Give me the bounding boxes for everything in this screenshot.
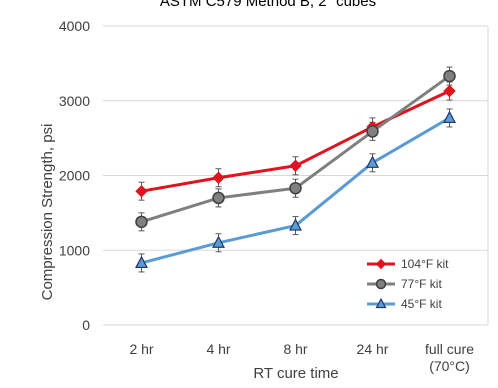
y-axis-title: Compression Strength, psi — [39, 124, 56, 301]
marker-triangle — [289, 218, 302, 231]
marker-triangle — [375, 297, 387, 309]
marker-diamond — [135, 184, 148, 198]
chart-title: ASTM C579 Method B, 2" cubes — [160, 0, 376, 10]
legend-label: 77°F kit — [401, 277, 442, 291]
x-tick-label: 4 hr — [206, 341, 230, 357]
marker-circle — [135, 215, 148, 229]
x-tick-label: 8 hr — [283, 341, 307, 357]
marker-triangle — [443, 110, 456, 124]
legend-label: 104°F kit — [401, 257, 449, 271]
y-tick-label: 4000 — [59, 18, 90, 34]
marker-circle — [366, 125, 379, 138]
y-tick-label: 2000 — [59, 168, 90, 184]
marker-circle — [289, 181, 302, 195]
series-line — [141, 89, 451, 193]
legend: 104°F kit 77°F kit 45°F kit — [367, 257, 449, 311]
marker-triangle — [135, 255, 148, 269]
marker-circle — [375, 278, 387, 290]
x-tick-labels: 2 hr 4 hr 8 hr 24 hr full cure(70°C) — [129, 341, 474, 374]
gridlines — [103, 25, 489, 326]
y-tick-label: 0 — [82, 317, 90, 333]
marker-triangle — [212, 235, 225, 248]
marker-diamond — [375, 258, 387, 270]
y-tick-label: 3000 — [59, 93, 90, 109]
x-tick-label: (70°C) — [429, 358, 470, 374]
marker-diamond — [443, 84, 456, 98]
marker-diamond — [289, 159, 302, 172]
x-tick-label: full cure — [425, 341, 474, 357]
x-tick-label: 24 hr — [357, 341, 389, 357]
marker-triangle — [366, 155, 379, 168]
x-axis-title: RT cure time — [253, 365, 338, 382]
y-tick-label: 1000 — [59, 242, 90, 258]
legend-label: 45°F kit — [401, 297, 442, 311]
y-tick-labels: 0 1000 2000 3000 4000 — [59, 18, 90, 333]
marker-circle — [443, 69, 456, 83]
marker-circle — [212, 191, 225, 205]
marker-diamond — [212, 171, 225, 184]
x-tick-label: 2 hr — [129, 341, 153, 357]
data-series — [135, 66, 456, 273]
series-line — [141, 74, 451, 224]
